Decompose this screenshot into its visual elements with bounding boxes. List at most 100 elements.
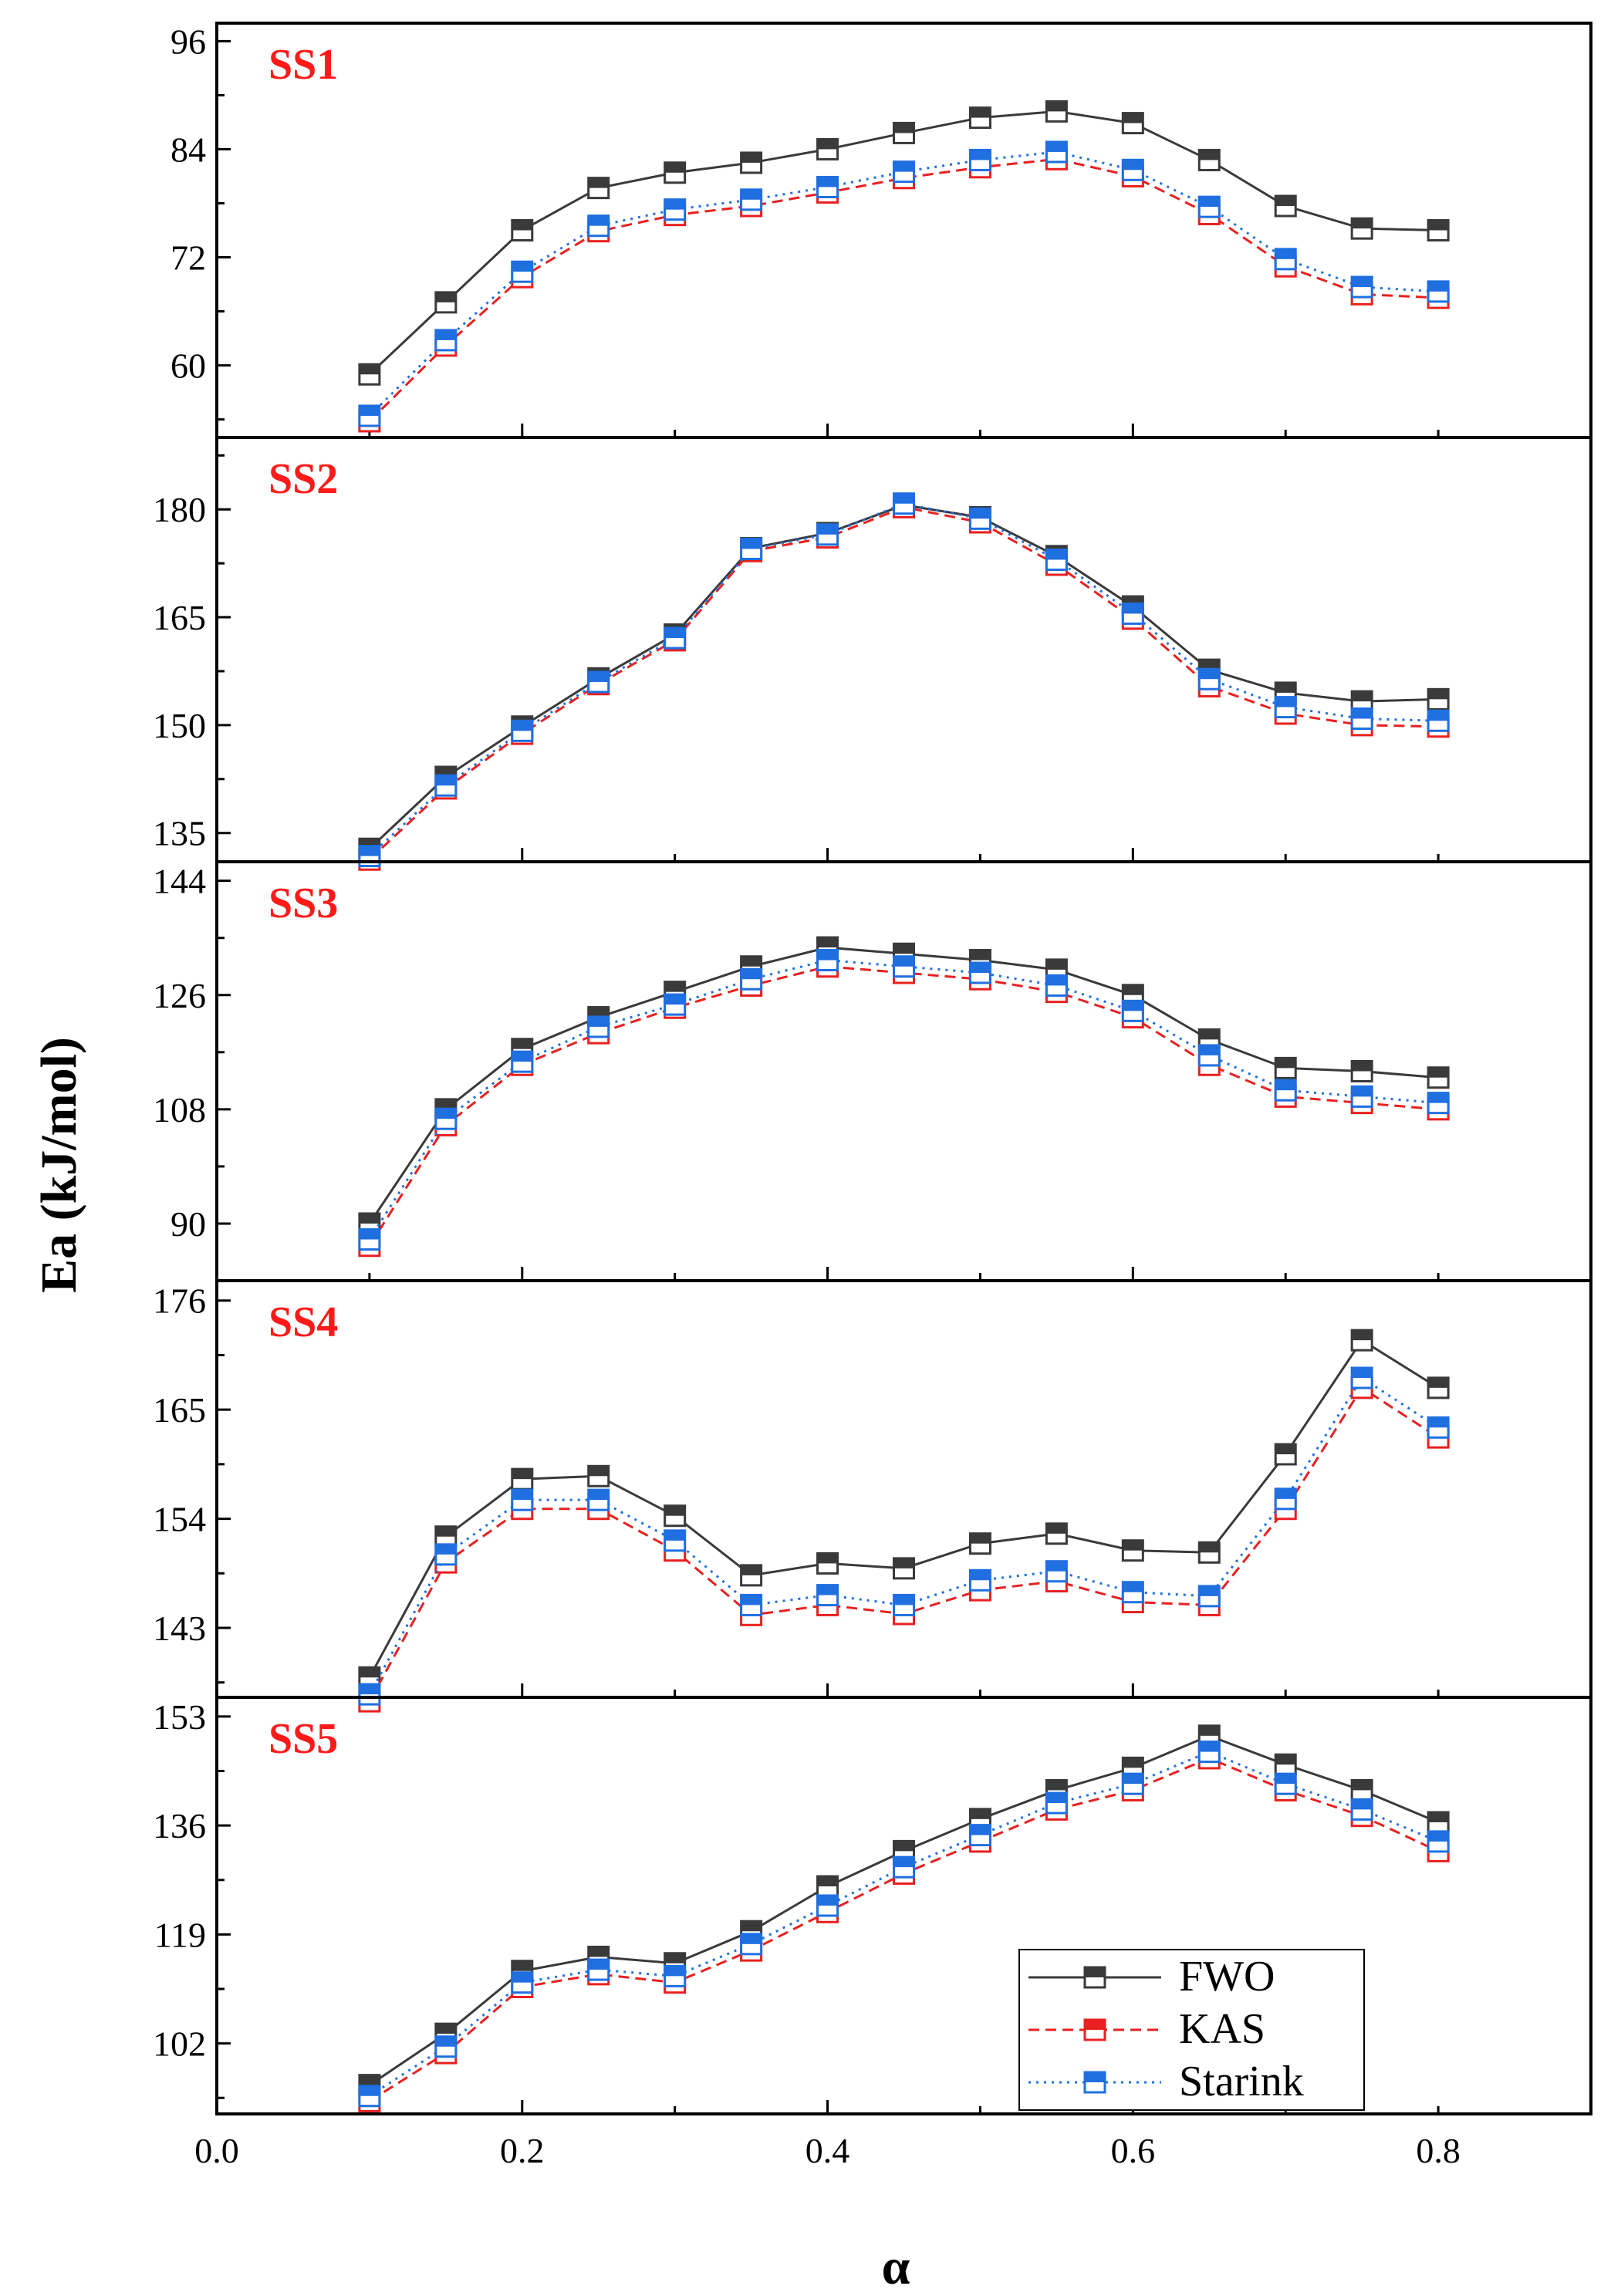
series-starink (358, 140, 1450, 427)
data-point-fwo-fill (512, 220, 532, 231)
data-point-fwo-fill (664, 1505, 685, 1516)
data-point-starink-fill (664, 628, 685, 639)
y-tick-label: 154 (153, 1500, 206, 1539)
data-point-fwo (1350, 690, 1373, 713)
data-point-fwo (1121, 112, 1144, 135)
legend: FWO KAS Starink (1018, 1949, 1365, 2111)
data-point-starink-fill (1352, 708, 1373, 719)
data-point-fwo (740, 151, 763, 174)
data-point-starink-fill (970, 962, 991, 973)
legend-marker-starink-fill (1085, 2072, 1105, 2082)
data-point-fwo-fill (893, 944, 914, 954)
data-point-starink (1427, 709, 1450, 732)
data-point-fwo (816, 1875, 839, 1898)
data-point-starink (1197, 667, 1221, 690)
data-point-fwo (1121, 1539, 1144, 1562)
data-point-fwo-fill (1123, 1757, 1143, 1768)
series-fwo (358, 494, 1450, 860)
x-axis-tick-labels: 0.0 0.2 0.4 0.6 0.8 (194, 2131, 1461, 2170)
data-point-fwo (358, 363, 381, 386)
legend-marker-kas (1083, 2018, 1106, 2041)
data-point-starink-fill (1046, 141, 1067, 152)
x-tick-label: 0.2 (500, 2131, 545, 2170)
data-point-starink (1274, 248, 1297, 271)
data-point-fwo-fill (588, 1947, 609, 1957)
data-point-fwo (1045, 1522, 1068, 1545)
data-point-fwo (1274, 194, 1297, 218)
data-point-fwo-fill (1275, 1444, 1296, 1454)
data-point-starink-fill (588, 1490, 609, 1501)
data-point-starink-fill (664, 994, 685, 1005)
data-point-starink-fill (741, 189, 762, 200)
data-point-starink (740, 188, 763, 211)
data-point-starink-fill (1352, 1086, 1373, 1097)
data-point-starink-fill (664, 1966, 685, 1977)
data-point-starink (893, 492, 915, 515)
data-point-starink-fill (588, 671, 609, 682)
data-point-starink (1350, 1085, 1373, 1108)
data-point-starink (740, 1933, 763, 1956)
data-point-starink (511, 260, 534, 283)
series-starink (358, 949, 1450, 1251)
data-point-fwo-fill (1199, 1029, 1220, 1040)
y-tick-label: 119 (154, 1915, 206, 1954)
data-point-starink-fill (512, 721, 532, 731)
data-point-fwo-fill (817, 1553, 838, 1564)
data-point-starink (893, 1855, 915, 1879)
data-point-starink (587, 214, 610, 238)
y-tick-label: 108 (153, 1090, 206, 1129)
data-point-starink-fill (435, 2036, 456, 2047)
data-point-fwo (1350, 1778, 1373, 1801)
data-point-starink-fill (512, 1490, 532, 1501)
data-point-starink-fill (359, 405, 380, 416)
data-point-fwo-fill (1123, 984, 1143, 995)
panel-frame (215, 1696, 1592, 2115)
data-point-fwo-fill (359, 2075, 380, 2085)
data-point-starink (358, 1228, 381, 1251)
data-point-fwo-fill (435, 2024, 456, 2034)
x-tick-label: 0.6 (1111, 2131, 1156, 2170)
data-point-fwo (893, 121, 915, 144)
data-point-starink (1121, 158, 1144, 181)
data-point-starink-fill (1428, 281, 1449, 292)
data-point-starink (1274, 696, 1297, 719)
data-point-fwo-fill (1352, 1061, 1373, 1072)
data-point-starink (816, 1894, 839, 1917)
data-point-fwo-fill (1046, 959, 1067, 970)
data-point-starink (664, 1529, 687, 1552)
data-point-fwo-fill (893, 1841, 914, 1852)
data-point-starink-fill (1428, 1092, 1449, 1103)
data-point-starink (816, 949, 839, 972)
data-point-starink (664, 1964, 687, 1987)
data-point-fwo-fill (817, 139, 838, 150)
x-tick-label: 0.4 (806, 2131, 850, 2170)
data-point-fwo-fill (588, 1007, 609, 1018)
data-point-fwo (664, 161, 687, 184)
panels: 60 72 84 96 SS1 135 150 165 180 SS2 90 108 126 144 SS3… (153, 22, 1592, 2115)
data-point-starink (1427, 1092, 1450, 1115)
y-tick-label: 135 (153, 814, 206, 853)
data-point-fwo-fill (512, 1038, 532, 1049)
data-point-starink-fill (817, 1896, 838, 1906)
y-tick-label: 72 (171, 238, 206, 278)
data-point-starink (1121, 602, 1144, 625)
data-point-fwo-fill (1275, 1058, 1296, 1069)
data-point-starink (1350, 275, 1373, 299)
data-point-starink (740, 1593, 763, 1616)
data-point-starink-fill (435, 1544, 456, 1555)
data-point-starink (1045, 1560, 1068, 1583)
data-point-fwo (1274, 1443, 1297, 1466)
data-point-starink (1045, 974, 1068, 997)
y-tick-label: 126 (153, 976, 206, 1015)
data-point-starink-fill (588, 1016, 609, 1027)
data-point-starink-fill (664, 199, 685, 210)
data-point-starink-fill (1275, 1774, 1296, 1784)
data-point-starink-fill (1352, 1799, 1373, 1810)
data-point-starink-fill (741, 1595, 762, 1606)
series-kas (358, 1376, 1450, 1713)
data-point-fwo-fill (512, 1960, 532, 1971)
panel-ss4: 143 154 165 176 SS4 (153, 1279, 1592, 1713)
data-point-starink-fill (435, 329, 456, 340)
data-point-fwo-fill (1046, 1523, 1067, 1534)
data-point-starink (664, 198, 687, 221)
